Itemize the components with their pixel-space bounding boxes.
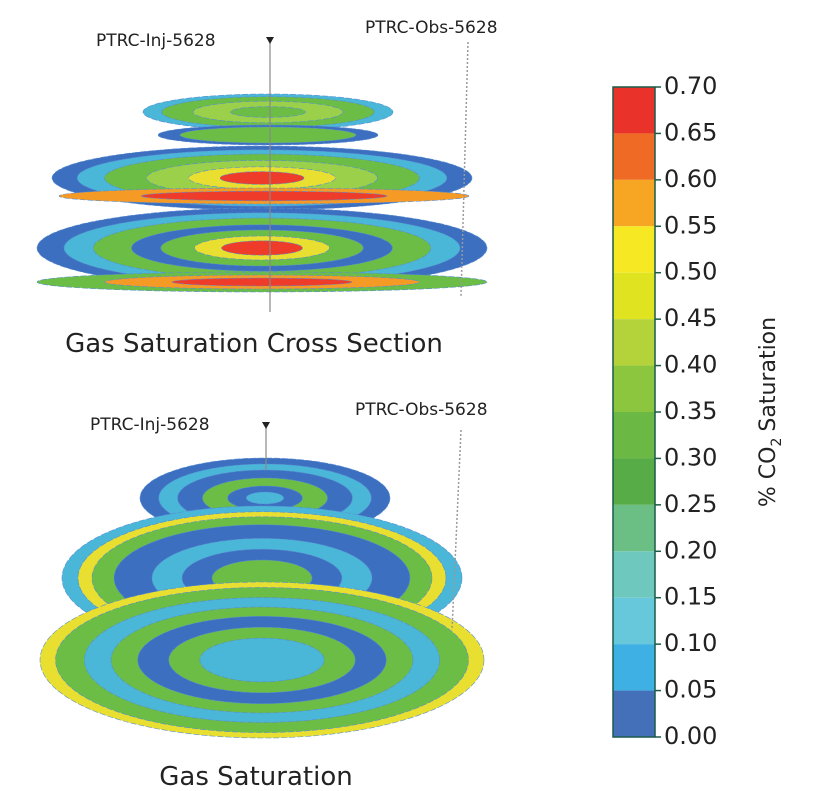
color-segment: [613, 458, 655, 504]
tick-label: 0.25: [664, 490, 717, 518]
layer-band: [141, 191, 387, 201]
observer-label: PTRC-Obs-5628: [365, 18, 498, 38]
tick-label: 0.05: [664, 676, 717, 704]
tick-label: 0.60: [664, 165, 717, 193]
color-segment: [613, 273, 655, 319]
tick-label: 0.45: [664, 304, 717, 332]
layer-band: [180, 127, 356, 143]
color-segment: [613, 412, 655, 458]
layer-band: [231, 107, 306, 118]
color-segment: [613, 87, 655, 133]
label-subscript: 2: [769, 438, 785, 447]
label-text: % CO: [756, 447, 781, 508]
tick-label: 0.30: [664, 443, 717, 471]
observer-well: [452, 430, 461, 630]
well-marker: [262, 422, 270, 429]
layer-band: [200, 638, 324, 682]
tick-label: 0.00: [664, 722, 717, 750]
injector-label: PTRC-Inj-5628: [96, 31, 216, 51]
panel-title: Gas Saturation Cross Section: [65, 329, 443, 359]
tick-label: 0.35: [664, 397, 717, 425]
tick-label: 0.20: [664, 536, 717, 564]
color-segment: [613, 180, 655, 226]
tick-label: 0.65: [664, 118, 717, 146]
injector-label: PTRC-Inj-5628: [90, 415, 210, 435]
panel-title: Gas Saturation: [159, 762, 352, 791]
observer-label: PTRC-Obs-5628: [355, 400, 488, 420]
colorbar-label: % CO2 Saturation: [756, 317, 785, 507]
color-segment: [613, 133, 655, 179]
color-segment: [613, 226, 655, 272]
tick-label: 0.10: [664, 629, 717, 657]
tick-label: 0.55: [664, 211, 717, 239]
layer-band: [246, 492, 284, 504]
figure: PTRC-Inj-5628 PTRC-Obs-5628 Gas Saturati…: [0, 0, 813, 791]
layer-band: [172, 278, 352, 286]
tick-label: 0.15: [664, 583, 717, 611]
layer-band: [220, 172, 304, 185]
colorbar: 0.70 0.65 0.60 0.55 0.50 0.45 0.40 0.35 0.30 0.25…: [613, 72, 717, 750]
color-segment: [613, 505, 655, 551]
label-text: Saturation: [756, 317, 781, 432]
color-segment: [613, 319, 655, 365]
tick-label: 0.40: [664, 351, 717, 379]
layer-band: [222, 241, 303, 255]
color-segment: [613, 598, 655, 644]
color-segment: [613, 644, 655, 690]
tick-label: 0.50: [664, 258, 717, 286]
tick-label: 0.70: [664, 72, 717, 100]
color-segment: [613, 366, 655, 412]
color-segment: [613, 691, 655, 737]
color-segment: [613, 551, 655, 597]
well-marker: [266, 37, 274, 44]
